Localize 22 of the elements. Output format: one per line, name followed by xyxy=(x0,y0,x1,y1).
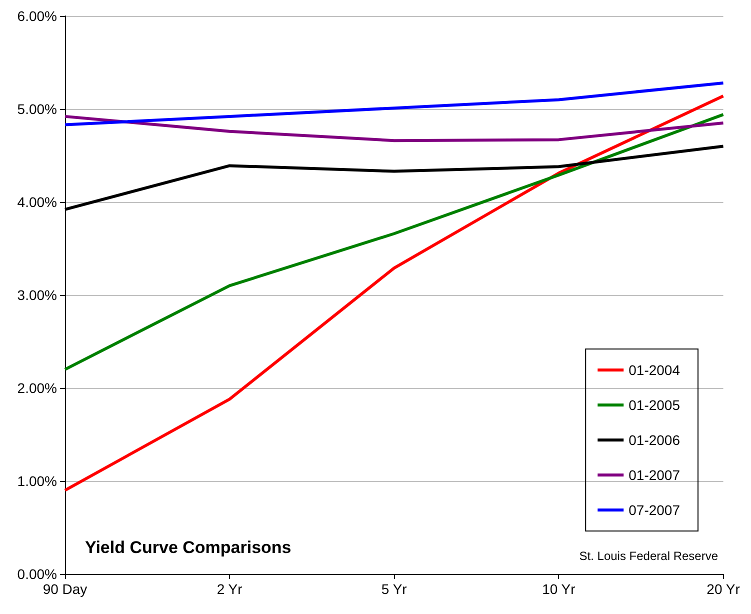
x-tick-label: 10 Yr xyxy=(542,581,576,597)
text: Yield Curve Comparisons xyxy=(85,538,292,557)
y-tick-label: 5.00% xyxy=(17,101,57,117)
legend-label: 01-2004 xyxy=(628,362,680,378)
legend-label: 01-2005 xyxy=(628,397,680,413)
line-series xyxy=(64,114,725,142)
y-tick-label: 3.00% xyxy=(17,287,57,303)
annotation: St. Louis Federal Reserve xyxy=(579,549,718,563)
y-tick-label: 2.00% xyxy=(17,380,57,396)
legend-label: 07-2007 xyxy=(628,502,680,518)
y-tick-label: 0.00% xyxy=(17,566,57,582)
x-tick-label: 5 Yr xyxy=(381,581,408,597)
x-tick-label: 20 Yr xyxy=(706,581,740,597)
x-tick-label: 90 Day xyxy=(42,581,88,597)
legend-label: 01-2007 xyxy=(628,467,680,483)
line-series xyxy=(64,81,725,126)
y-tick-label: 6.00% xyxy=(17,8,57,24)
x-tick-label: 2 Yr xyxy=(216,581,243,597)
legend-label: 01-2006 xyxy=(628,432,680,448)
line-series xyxy=(64,94,725,492)
y-tick-label: 1.00% xyxy=(17,473,57,489)
y-tick-label: 4.00% xyxy=(17,194,57,210)
